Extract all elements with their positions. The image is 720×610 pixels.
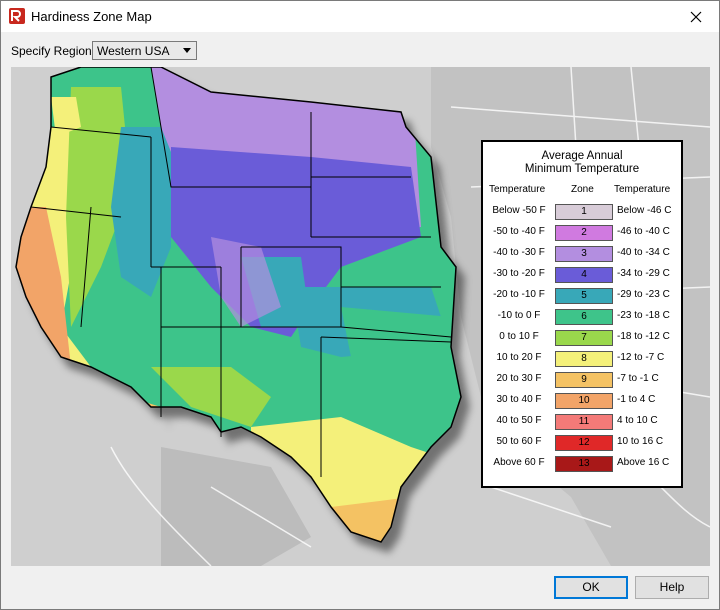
zone-celsius-range: 10 to 16 C bbox=[617, 436, 664, 447]
zone-swatch: 10 bbox=[555, 393, 613, 409]
legend-header-fahrenheit: Temperature bbox=[489, 184, 546, 195]
zone-fahrenheit-range: 20 to 30 F bbox=[496, 373, 542, 384]
legend-header-celsius: Temperature bbox=[614, 184, 671, 195]
region-label: Specify Region: bbox=[11, 44, 96, 58]
zone-swatch: 5 bbox=[555, 288, 613, 304]
zone-swatch: 9 bbox=[555, 372, 613, 388]
legend-row: -20 to -10 F 5 -29 to -23 C bbox=[483, 286, 681, 307]
zone-celsius-range: -12 to -7 C bbox=[617, 352, 665, 363]
zone-celsius-range: -29 to -23 C bbox=[617, 289, 670, 300]
region-dropdown[interactable]: Western USA bbox=[92, 41, 197, 60]
close-button[interactable] bbox=[673, 1, 719, 32]
zone-legend: Average Annual Minimum Temperature Tempe… bbox=[481, 140, 683, 488]
zone-celsius-range: -7 to -1 C bbox=[617, 373, 659, 384]
zone-fahrenheit-range: 50 to 60 F bbox=[496, 436, 542, 447]
app-icon bbox=[9, 8, 25, 24]
zone-swatch: 2 bbox=[555, 225, 613, 241]
zone-fahrenheit-range: -30 to -20 F bbox=[493, 268, 545, 279]
zone-fahrenheit-range: Below -50 F bbox=[492, 205, 546, 216]
zone-fahrenheit-range: 0 to 10 F bbox=[499, 331, 539, 342]
close-icon bbox=[690, 11, 702, 22]
legend-row: 30 to 40 F 10 -1 to 4 C bbox=[483, 391, 681, 412]
legend-row: 0 to 10 F 7 -18 to -12 C bbox=[483, 328, 681, 349]
zone-celsius-range: -34 to -29 C bbox=[617, 268, 670, 279]
zone-fahrenheit-range: 30 to 40 F bbox=[496, 394, 542, 405]
zone-swatch: 3 bbox=[555, 246, 613, 262]
zone-fahrenheit-range: -20 to -10 F bbox=[493, 289, 545, 300]
zone-celsius-range: Below -46 C bbox=[617, 205, 672, 216]
legend-row: -40 to -30 F 3 -40 to -34 C bbox=[483, 244, 681, 265]
zone-swatch: 6 bbox=[555, 309, 613, 325]
legend-row: 40 to 50 F 11 4 to 10 C bbox=[483, 412, 681, 433]
zone-swatch: 4 bbox=[555, 267, 613, 283]
zone-swatch: 8 bbox=[555, 351, 613, 367]
ok-button[interactable]: OK bbox=[554, 576, 628, 599]
legend-row: 10 to 20 F 8 -12 to -7 C bbox=[483, 349, 681, 370]
zone-swatch: 7 bbox=[555, 330, 613, 346]
help-button[interactable]: Help bbox=[635, 576, 709, 599]
zone-celsius-range: Above 16 C bbox=[617, 457, 670, 468]
legend-row: Below -50 F 1 Below -46 C bbox=[483, 202, 681, 223]
hardiness-map: Average Annual Minimum Temperature Tempe… bbox=[11, 67, 710, 566]
zone-celsius-range: -1 to 4 C bbox=[617, 394, 656, 405]
region-selected-value: Western USA bbox=[97, 44, 170, 58]
zone-fahrenheit-range: -50 to -40 F bbox=[493, 226, 545, 237]
zone-swatch: 13 bbox=[555, 456, 613, 472]
zone-fahrenheit-range: Above 60 F bbox=[493, 457, 545, 468]
zone-swatch: 1 bbox=[555, 204, 613, 220]
legend-row: Above 60 F 13 Above 16 C bbox=[483, 454, 681, 475]
zone-fahrenheit-range: 10 to 20 F bbox=[496, 352, 542, 363]
zone-fahrenheit-range: 40 to 50 F bbox=[496, 415, 542, 426]
zone-fahrenheit-range: -40 to -30 F bbox=[493, 247, 545, 258]
legend-row: -50 to -40 F 2 -46 to -40 C bbox=[483, 223, 681, 244]
legend-title: Average Annual Minimum Temperature bbox=[483, 150, 681, 176]
legend-title-line2: Minimum Temperature bbox=[524, 163, 640, 175]
zone-swatch: 11 bbox=[555, 414, 613, 430]
zone-celsius-range: -40 to -34 C bbox=[617, 247, 670, 258]
zone-swatch: 12 bbox=[555, 435, 613, 451]
zone-celsius-range: -23 to -18 C bbox=[617, 310, 670, 321]
zone-celsius-range: 4 to 10 C bbox=[617, 415, 658, 426]
zone-celsius-range: -18 to -12 C bbox=[617, 331, 670, 342]
title-bar: Hardiness Zone Map bbox=[1, 1, 719, 32]
legend-row: 20 to 30 F 9 -7 to -1 C bbox=[483, 370, 681, 391]
legend-row: -30 to -20 F 4 -34 to -29 C bbox=[483, 265, 681, 286]
legend-title-line1: Average Annual bbox=[541, 150, 623, 162]
legend-header-zone: Zone bbox=[571, 184, 594, 195]
legend-row: 50 to 60 F 12 10 to 16 C bbox=[483, 433, 681, 454]
zone-fahrenheit-range: -10 to 0 F bbox=[497, 310, 541, 321]
legend-row: -10 to 0 F 6 -23 to -18 C bbox=[483, 307, 681, 328]
zone-celsius-range: -46 to -40 C bbox=[617, 226, 670, 237]
chevron-down-icon bbox=[183, 48, 191, 53]
window-title: Hardiness Zone Map bbox=[31, 9, 152, 24]
